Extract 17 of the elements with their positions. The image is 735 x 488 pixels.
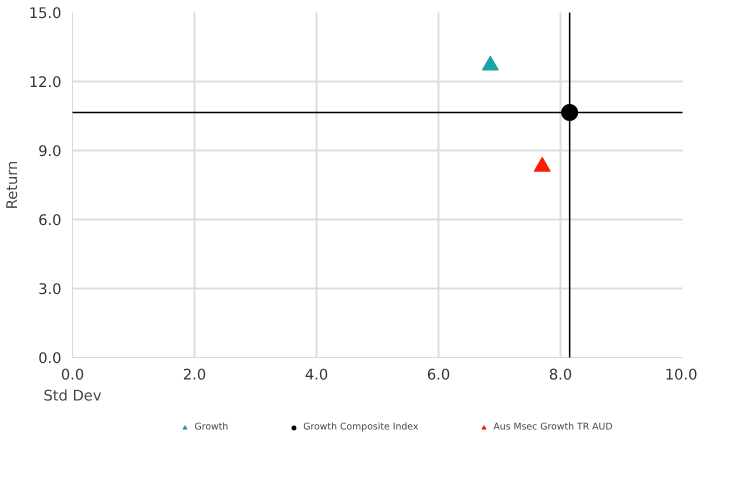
x-tick-label: 10.0 [664, 366, 698, 384]
y-tick-label: 15.0 [28, 5, 62, 22]
y-tick-label: 3.0 [38, 281, 62, 298]
legend-label: Growth [194, 422, 228, 432]
y-tick-label: 6.0 [38, 212, 62, 229]
x-tick-label: 8.0 [548, 366, 572, 384]
y-tick-label: 0.0 [38, 350, 62, 367]
y-tick-label: 9.0 [38, 143, 62, 160]
legend-label: Growth Composite Index [303, 422, 418, 432]
y-axis-title: Return [4, 160, 21, 210]
x-tick-label: 2.0 [182, 366, 206, 384]
x-axis-title: Std Dev [44, 388, 102, 404]
legend-label: Aus Msec Growth TR AUD [493, 422, 613, 432]
y-tick-label: 12.0 [28, 74, 62, 91]
x-tick-label: 0.0 [60, 366, 84, 384]
x-tick-label: 4.0 [304, 366, 328, 384]
x-tick-label: 6.0 [426, 366, 450, 384]
